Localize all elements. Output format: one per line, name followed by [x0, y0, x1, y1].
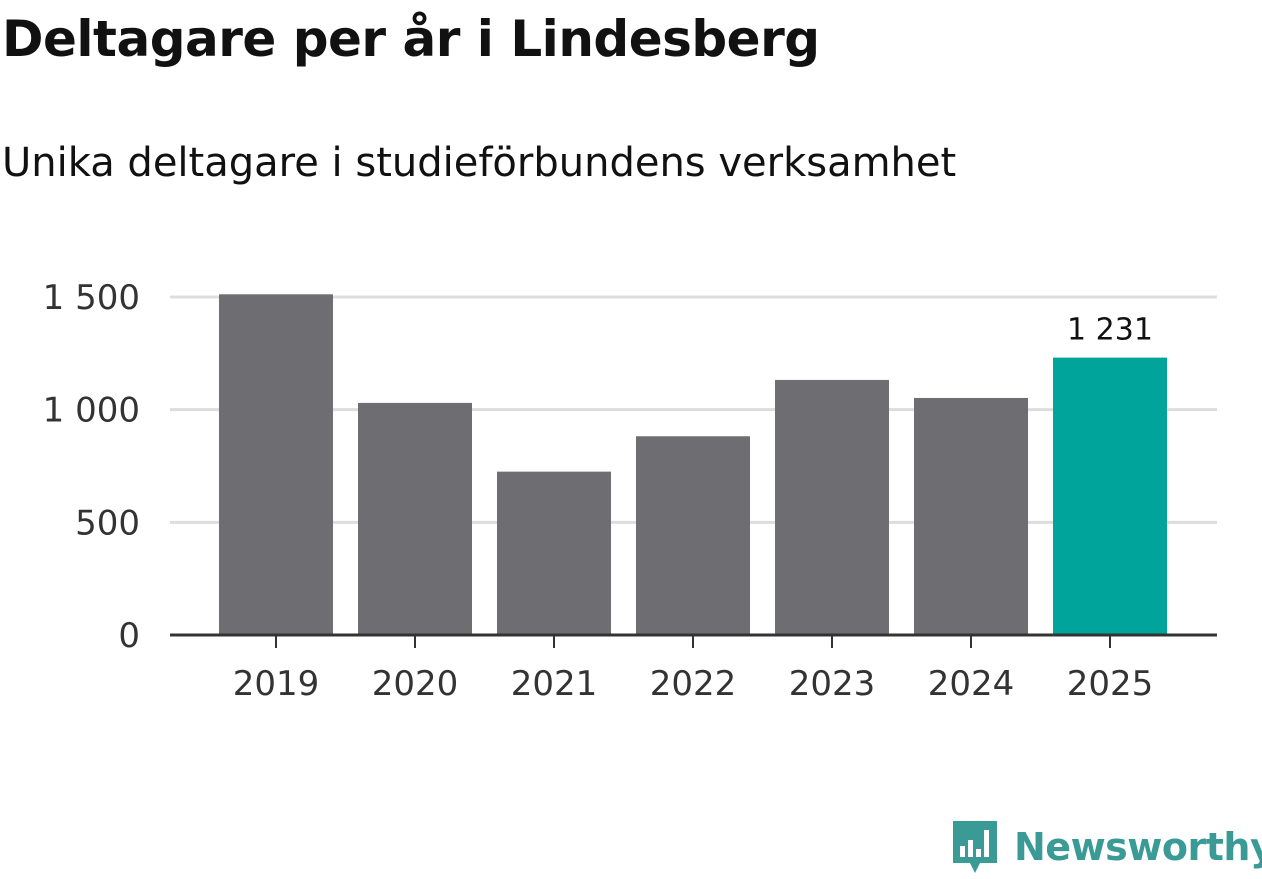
- bar-2025: [1053, 357, 1167, 635]
- data-label: 1 231: [1067, 313, 1153, 348]
- labels: 0 500 1 000 1 500 2019 2020 2021 2022 2023 2024 20…: [43, 278, 1154, 704]
- newsworthy-logo: Newsworthy: [950, 818, 1262, 876]
- x-tick-label: 2021: [511, 664, 598, 704]
- bar-2022: [636, 436, 750, 635]
- y-tick-label: 1 500: [43, 278, 140, 318]
- x-tick-label: 2024: [928, 664, 1015, 704]
- x-tick-label: 2025: [1067, 664, 1154, 704]
- x-tick-label: 2020: [372, 664, 459, 704]
- bar-2020: [358, 402, 472, 635]
- newsworthy-logo-icon: [953, 821, 997, 873]
- y-tick-label: 0: [118, 616, 140, 656]
- bar-2024: [914, 397, 1028, 635]
- bars: [219, 294, 1167, 635]
- chart-subtitle: Unika deltagare i studieförbundens verks…: [2, 140, 957, 186]
- x-tick-label: 2023: [789, 664, 876, 704]
- x-tick-label: 2022: [650, 664, 737, 704]
- bar-2021: [497, 471, 611, 635]
- y-tick-label: 1 000: [43, 391, 140, 431]
- bar-2019: [219, 294, 333, 635]
- logo-text: Newsworthy: [1014, 825, 1262, 869]
- chart-title: Deltagare per år i Lindesberg: [2, 10, 820, 68]
- y-tick-label: 500: [75, 503, 140, 543]
- x-tick-label: 2019: [233, 664, 320, 704]
- bar-2023: [775, 379, 889, 635]
- x-axis: [170, 633, 1217, 648]
